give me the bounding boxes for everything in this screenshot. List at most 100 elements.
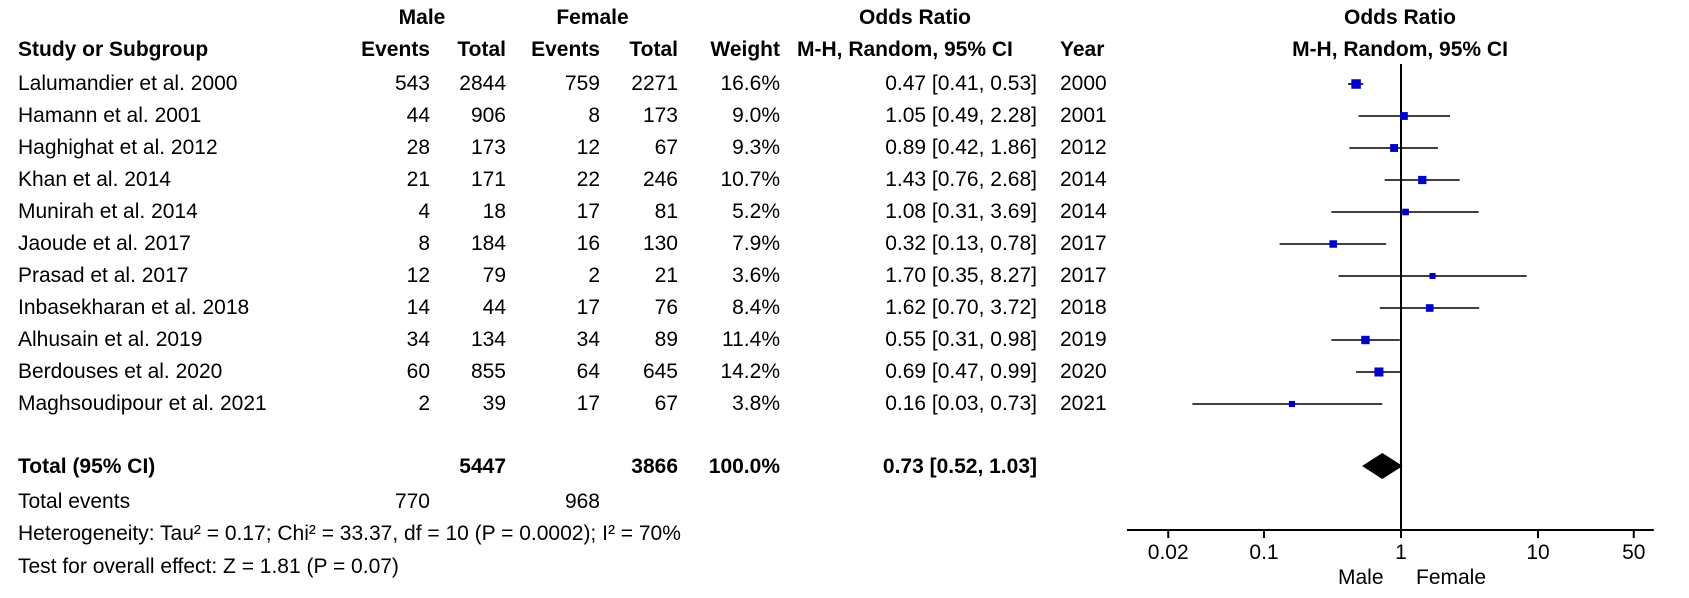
study-weight: 11.4%: [722, 328, 780, 351]
header-odds-ratio-left: Odds Ratio: [858, 6, 971, 29]
male-total: 173: [470, 136, 506, 159]
point-marker: [1374, 367, 1384, 377]
study-year: 2021: [1060, 392, 1107, 415]
total-ci: 0.73 [0.52, 1.03]: [882, 455, 1037, 478]
point-marker: [1418, 175, 1427, 185]
study-year: 2012: [1060, 136, 1107, 159]
male-events: 44: [406, 104, 430, 127]
study-ci: 1.43 [0.76, 2.68]: [885, 168, 1037, 191]
study-ci: 0.89 [0.42, 1.86]: [885, 136, 1037, 159]
total-female: 3866: [631, 455, 678, 478]
study-year: 2014: [1060, 168, 1107, 191]
female-total: 246: [642, 168, 678, 191]
study-name: Lalumandier et al. 2000: [18, 72, 238, 95]
female-events: 17: [576, 392, 600, 415]
header-ci-left: M-H, Random, 95% CI: [797, 38, 1013, 61]
study-name: Inbasekharan et al. 2018: [18, 296, 250, 319]
female-events: 34: [576, 328, 600, 351]
female-total: 76: [654, 296, 678, 319]
point-marker: [1402, 208, 1409, 216]
study-year: 2001: [1060, 104, 1107, 127]
point-marker: [1400, 112, 1408, 120]
study-weight: 10.7%: [720, 168, 780, 191]
female-total: 81: [654, 200, 678, 223]
male-total: 44: [482, 296, 506, 319]
female-events: 17: [576, 296, 600, 319]
study-year: 2017: [1060, 264, 1107, 287]
study-weight: 7.9%: [732, 232, 780, 255]
male-total: 906: [470, 104, 506, 127]
female-events: 12: [576, 136, 600, 159]
female-total: 2271: [631, 72, 678, 95]
male-events: 21: [406, 168, 430, 191]
male-total: 855: [470, 360, 506, 383]
point-marker: [1361, 335, 1370, 345]
study-year: 2019: [1060, 328, 1107, 351]
male-events: 14: [406, 296, 430, 319]
study-name: Alhusain et al. 2019: [18, 328, 203, 351]
total-events-label: Total events: [18, 490, 131, 513]
header-year: Year: [1060, 38, 1105, 61]
study-year: 2018: [1060, 296, 1107, 319]
study-year: 2000: [1060, 72, 1107, 95]
male-events: 8: [418, 232, 430, 255]
male-total: 18: [482, 200, 506, 223]
study-year: 2020: [1060, 360, 1107, 383]
study-ci: 0.55 [0.31, 0.98]: [885, 328, 1037, 351]
female-events: 8: [588, 104, 600, 127]
female-total: 67: [654, 392, 678, 415]
female-events: 2: [588, 264, 600, 287]
study-weight: 9.0%: [732, 104, 780, 127]
study-weight: 5.2%: [732, 200, 780, 223]
point-marker: [1288, 400, 1296, 408]
header-study: Study or Subgroup: [18, 38, 209, 61]
study-year: 2014: [1060, 200, 1107, 223]
study-year: 2017: [1060, 232, 1107, 255]
header-odds-ratio-right: Odds Ratio: [1343, 6, 1456, 29]
male-events: 4: [418, 200, 430, 223]
pooled-diamond: [1362, 453, 1403, 479]
header-weight: Weight: [710, 38, 780, 61]
study-weight: 16.6%: [720, 72, 780, 95]
female-total: 645: [642, 360, 678, 383]
point-marker: [1351, 79, 1361, 89]
study-weight: 3.8%: [732, 392, 780, 415]
study-weight: 14.2%: [720, 360, 780, 383]
x-tick-label: 50: [1622, 541, 1645, 564]
heterogeneity-text: Heterogeneity: Tau² = 0.17; Chi² = 33.37…: [18, 522, 681, 545]
header-total-female: Total: [629, 38, 678, 61]
study-ci: 1.70 [0.35, 8.27]: [885, 264, 1037, 287]
x-tick-label: 0.1: [1249, 541, 1278, 564]
point-marker: [1390, 144, 1399, 152]
female-events: 16: [576, 232, 600, 255]
header-events-female: Events: [531, 38, 600, 61]
male-events: 12: [406, 264, 430, 287]
male-total: 79: [482, 264, 506, 287]
study-ci: 0.69 [0.47, 0.99]: [885, 360, 1037, 383]
study-ci: 0.47 [0.41, 0.53]: [885, 72, 1037, 95]
x-tick-label: 0.02: [1148, 541, 1189, 564]
study-ci: 1.05 [0.49, 2.28]: [885, 104, 1037, 127]
favours-female-label: Female: [1416, 566, 1487, 589]
male-events: 28: [406, 136, 430, 159]
female-events: 22: [576, 168, 600, 191]
female-total: 130: [642, 232, 678, 255]
female-total: 67: [654, 136, 678, 159]
x-tick-label: 1: [1395, 541, 1407, 564]
female-total: 173: [642, 104, 678, 127]
study-name: Jaoude et al. 2017: [18, 232, 191, 255]
study-ci: 1.08 [0.31, 3.69]: [885, 200, 1037, 223]
study-name: Khan et al. 2014: [18, 168, 171, 191]
male-events: 60: [406, 360, 430, 383]
male-total: 39: [482, 392, 506, 415]
study-weight: 8.4%: [732, 296, 780, 319]
point-marker: [1329, 240, 1337, 248]
study-name: Hamann et al. 2001: [18, 104, 202, 127]
study-name: Munirah et al. 2014: [18, 200, 198, 223]
female-events: 64: [576, 360, 600, 383]
study-ci: 1.62 [0.70, 3.72]: [885, 296, 1037, 319]
study-name: Prasad et al. 2017: [18, 264, 189, 287]
header-male: Male: [398, 6, 446, 29]
